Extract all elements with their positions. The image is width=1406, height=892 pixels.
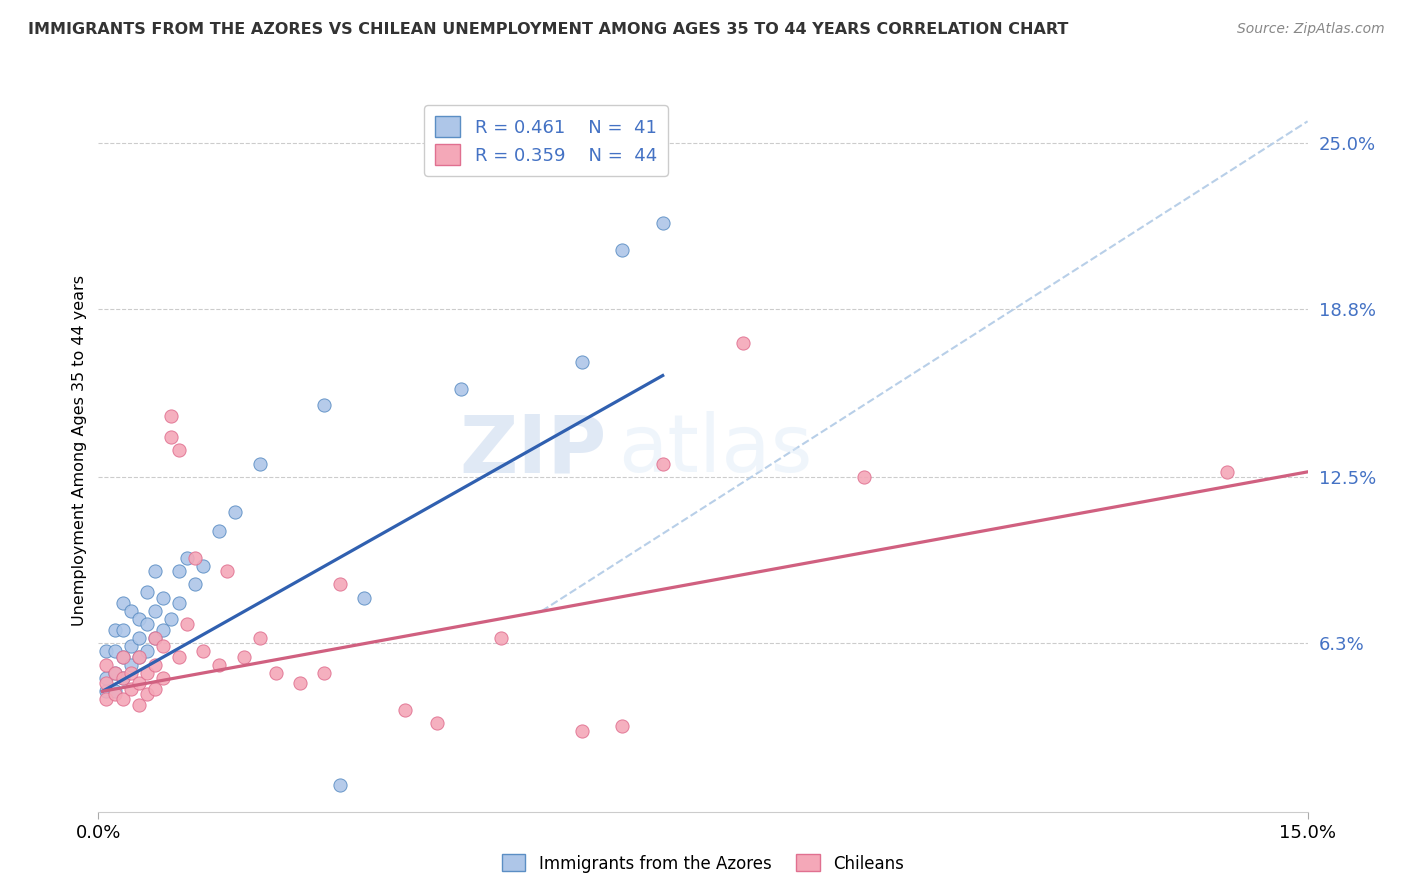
Point [128, 649, 150, 664]
Point [329, 577, 352, 591]
Point [128, 612, 150, 626]
Point [651, 457, 673, 471]
Point [491, 631, 513, 645]
Point [167, 443, 190, 458]
Point [733, 336, 755, 351]
Point [612, 719, 634, 733]
Text: atlas: atlas [619, 411, 813, 490]
Legend: Immigrants from the Azores, Chileans: Immigrants from the Azores, Chileans [495, 847, 911, 880]
Point [193, 558, 215, 573]
Point [167, 564, 190, 578]
Point [571, 724, 593, 739]
Point [96, 684, 118, 698]
Point [249, 631, 271, 645]
Point [1216, 465, 1239, 479]
Point [103, 665, 125, 680]
Point [232, 649, 254, 664]
Text: Source: ZipAtlas.com: Source: ZipAtlas.com [1237, 22, 1385, 37]
Point [314, 398, 336, 412]
Point [612, 243, 634, 257]
Point [249, 457, 271, 471]
Point [103, 665, 125, 680]
Point [329, 778, 352, 792]
Point [208, 657, 231, 672]
Point [96, 692, 118, 706]
Point [143, 631, 166, 645]
Text: IMMIGRANTS FROM THE AZORES VS CHILEAN UNEMPLOYMENT AMONG AGES 35 TO 44 YEARS COR: IMMIGRANTS FROM THE AZORES VS CHILEAN UN… [28, 22, 1069, 37]
Point [394, 703, 416, 717]
Point [120, 639, 142, 653]
Point [111, 692, 134, 706]
Point [176, 550, 198, 565]
Point [103, 684, 125, 698]
Point [143, 657, 166, 672]
Point [152, 639, 174, 653]
Point [120, 681, 142, 696]
Point [135, 665, 157, 680]
Point [120, 665, 142, 680]
Point [853, 470, 876, 484]
Point [96, 671, 118, 685]
Point [152, 671, 174, 685]
Y-axis label: Unemployment Among Ages 35 to 44 years: Unemployment Among Ages 35 to 44 years [72, 275, 87, 626]
Point [426, 716, 449, 731]
Point [135, 687, 157, 701]
Point [128, 676, 150, 690]
Point [160, 409, 183, 423]
Point [314, 665, 336, 680]
Point [184, 550, 207, 565]
Point [128, 631, 150, 645]
Point [167, 596, 190, 610]
Point [160, 612, 183, 626]
Point [96, 644, 118, 658]
Point [143, 564, 166, 578]
Point [167, 649, 190, 664]
Point [160, 430, 183, 444]
Point [152, 591, 174, 605]
Point [143, 681, 166, 696]
Point [103, 687, 125, 701]
Point [103, 623, 125, 637]
Point [152, 623, 174, 637]
Point [111, 596, 134, 610]
Point [111, 671, 134, 685]
Point [450, 382, 472, 396]
Point [143, 604, 166, 618]
Point [264, 665, 287, 680]
Point [651, 216, 673, 230]
Point [176, 617, 198, 632]
Point [128, 649, 150, 664]
Point [135, 617, 157, 632]
Point [193, 644, 215, 658]
Point [224, 505, 246, 519]
Point [571, 355, 593, 369]
Point [120, 657, 142, 672]
Point [96, 676, 118, 690]
Point [143, 631, 166, 645]
Point [184, 577, 207, 591]
Point [96, 657, 118, 672]
Point [120, 604, 142, 618]
Point [353, 591, 375, 605]
Legend: R = 0.461    N =  41, R = 0.359    N =  44: R = 0.461 N = 41, R = 0.359 N = 44 [425, 105, 668, 176]
Point [111, 649, 134, 664]
Point [111, 671, 134, 685]
Point [111, 649, 134, 664]
Point [135, 585, 157, 599]
Text: ZIP: ZIP [458, 411, 606, 490]
Point [128, 698, 150, 712]
Point [111, 623, 134, 637]
Point [208, 524, 231, 538]
Point [103, 644, 125, 658]
Point [217, 564, 239, 578]
Point [288, 676, 311, 690]
Point [135, 644, 157, 658]
